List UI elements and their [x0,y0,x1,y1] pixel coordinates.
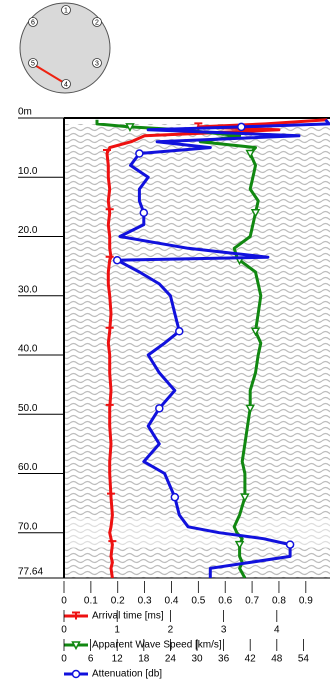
x-tick-label: 48 [271,654,283,665]
x-tick-label: 6 [88,654,94,665]
marker [287,541,294,548]
waveform-background [64,124,330,578]
y-tick-label: 77.64 [18,567,43,578]
x-tick-label: 0.8 [272,596,286,607]
y-tick-label: 30.0 [18,284,38,295]
x-tick-label: 0 [61,654,67,665]
marker [73,642,80,649]
x-tick-label: 0.9 [299,596,313,607]
y-tick-label: 60.0 [18,462,38,473]
x-tick-label: 2 [168,625,174,636]
tube-label: 1 [64,7,68,14]
x-tick-label: 54 [298,654,310,665]
x-tick-label: 36 [218,654,230,665]
marker [238,123,245,130]
tube-label: 2 [95,19,99,26]
x-tick-label: 0.7 [245,596,259,607]
x-tick-label: 1 [114,625,120,636]
x-tick-label: 18 [138,654,150,665]
marker [156,405,163,412]
tube-label: 4 [64,81,68,88]
legend-label: Apparent Wave Speed [km/s] [92,640,222,651]
x-tick-label: 0.4 [165,596,179,607]
tube-label: 3 [95,60,99,67]
y-tick-label: 10.0 [18,166,38,177]
marker [171,494,178,501]
y-tick-label: 50.0 [18,403,38,414]
y-tick-label: 0m [18,107,32,118]
x-tick-label: 30 [191,654,203,665]
y-tick-label: 70.0 [18,521,38,532]
x-tick-label: 42 [245,654,257,665]
marker [114,257,121,264]
marker [176,328,183,335]
x-tick-label: 0 [61,596,67,607]
x-tick-label: 0.5 [191,596,205,607]
x-tick-label: 0.2 [111,596,125,607]
x-tick-label: 3 [221,625,227,636]
chart: 1234560m10.020.030.040.050.060.070.077.6… [0,0,330,685]
marker [136,150,143,157]
x-tick-label: 0.3 [138,596,152,607]
x-tick-label: 12 [112,654,124,665]
marker [73,671,80,678]
x-tick-label: 0.6 [218,596,232,607]
y-tick-label: 40.0 [18,344,38,355]
x-tick-label: 0 [61,625,67,636]
tube-label: 5 [31,60,35,67]
tube-label: 6 [31,19,35,26]
legend-label: Attenuation [db] [92,669,162,680]
x-tick-label: 24 [165,654,177,665]
marker [140,209,147,216]
legend-label: Arrival time [ms] [92,611,164,622]
x-tick-label: 4 [274,625,280,636]
x-tick-label: 0.1 [84,596,98,607]
y-tick-label: 20.0 [18,225,38,236]
